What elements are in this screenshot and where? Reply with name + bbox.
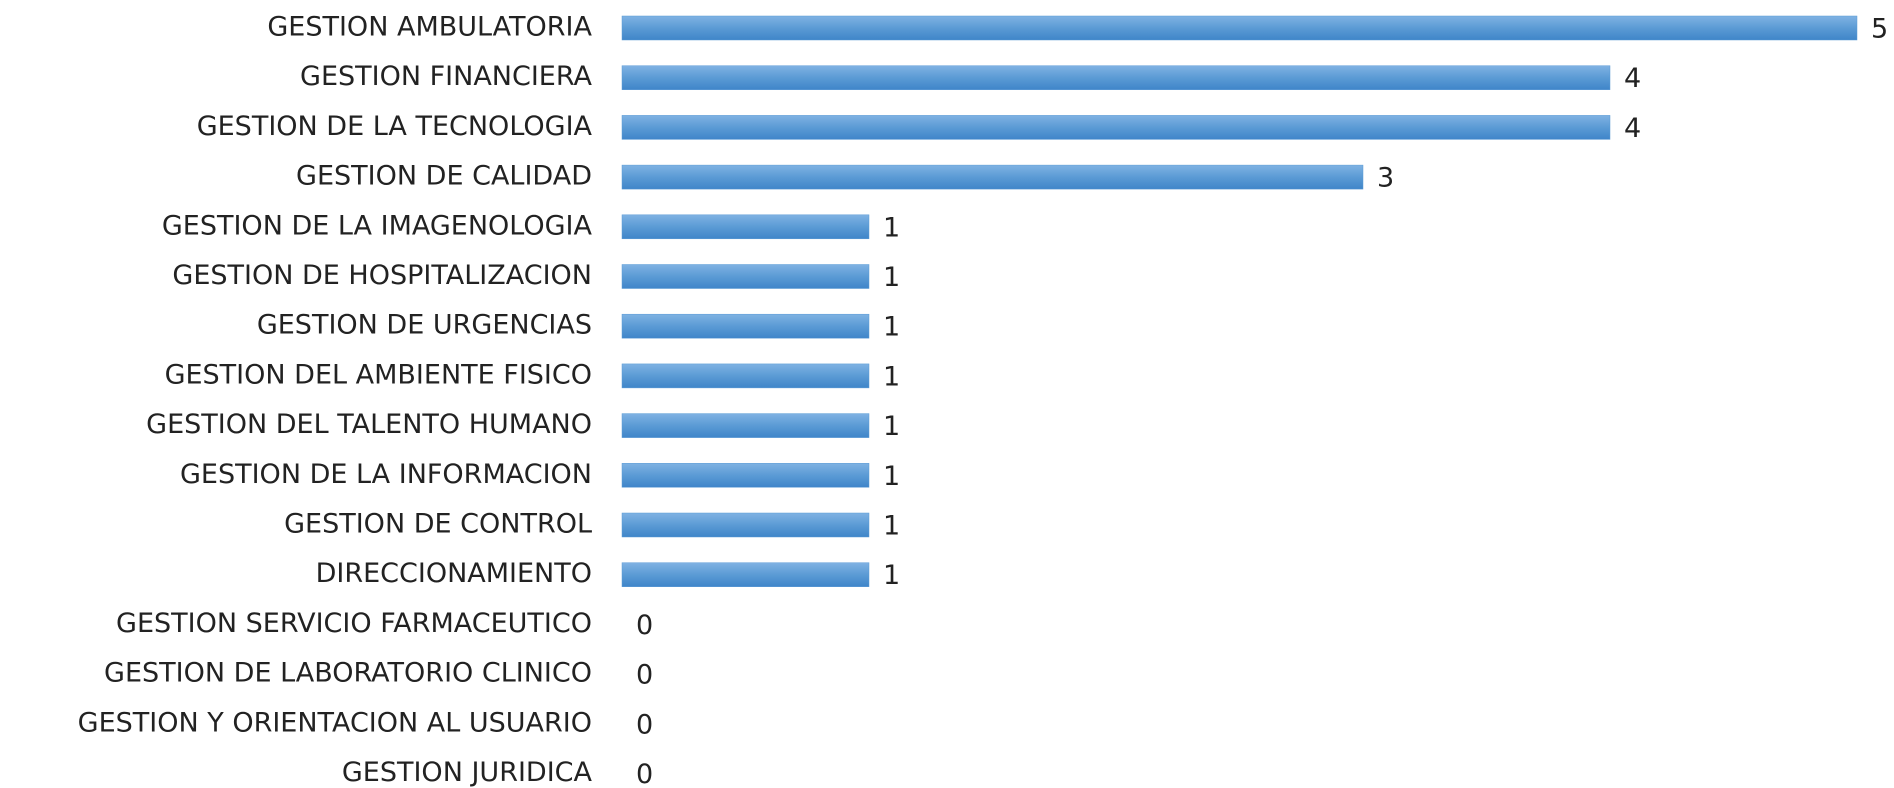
value-label: 1 (883, 312, 900, 343)
bar (622, 165, 1363, 189)
category-label: GESTION DE HOSPITALIZACION (172, 260, 592, 291)
bar (622, 265, 869, 289)
value-label: 1 (883, 560, 900, 591)
category-label: GESTION Y ORIENTACION AL USUARIO (78, 707, 592, 738)
category-label: GESTION SERVICIO FARMACEUTICO (116, 608, 592, 639)
category-label: GESTION DE CALIDAD (296, 161, 592, 192)
value-label: 1 (883, 361, 900, 392)
chart: GESTION AMBULATORIA 5 GESTION FINANCIERA 4 G… (0, 0, 1894, 788)
bar (622, 115, 1610, 139)
category-label: GESTION DE LA IMAGENOLOGIA (162, 210, 593, 241)
category-label: GESTION FINANCIERA (300, 61, 593, 92)
category-label: GESTION DEL AMBIENTE FISICO (165, 359, 592, 390)
value-label: 4 (1624, 63, 1641, 94)
bar (622, 463, 869, 487)
value-label: 4 (1624, 113, 1641, 144)
value-label: 0 (636, 610, 653, 641)
bar (622, 414, 869, 438)
category-label: GESTION AMBULATORIA (267, 12, 592, 43)
value-label: 1 (883, 212, 900, 243)
category-label: GESTION DEL TALENTO HUMANO (146, 409, 592, 440)
bar (622, 16, 1857, 40)
category-label: DIRECCIONAMIENTO (316, 558, 592, 589)
value-label: 1 (883, 461, 900, 492)
value-label: 0 (636, 759, 653, 788)
bar (622, 513, 869, 537)
value-label: 3 (1377, 163, 1394, 194)
bar (622, 314, 869, 338)
bar (622, 563, 869, 587)
bar (622, 364, 869, 388)
value-label: 0 (636, 709, 653, 740)
category-label: GESTION DE LA TECNOLOGIA (197, 111, 593, 142)
bar (622, 215, 869, 239)
bar (622, 66, 1610, 90)
category-label: GESTION JURIDICA (342, 757, 593, 788)
value-label: 1 (883, 511, 900, 542)
category-label: GESTION DE CONTROL (284, 509, 592, 540)
value-label: 1 (883, 262, 900, 293)
category-label: GESTION DE LABORATORIO CLINICO (104, 658, 592, 689)
category-label: GESTION DE LA INFORMACION (180, 459, 592, 490)
category-label: GESTION DE URGENCIAS (257, 310, 592, 341)
value-label: 1 (883, 411, 900, 442)
value-label: 5 (1871, 14, 1888, 45)
value-label: 0 (636, 660, 653, 691)
